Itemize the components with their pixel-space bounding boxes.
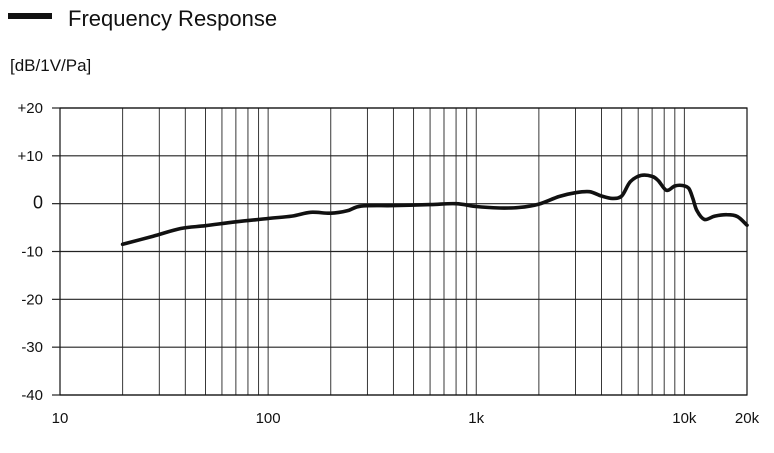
x-axis-ticks: 10 100 1k 10k 20k <box>52 410 760 427</box>
x-tick-label: 20k <box>735 410 760 427</box>
y-tick-label: -40 <box>21 387 43 404</box>
y-tick-label: -30 <box>21 339 43 356</box>
y-tick-label: 0 <box>33 193 43 213</box>
y-tick-label: +20 <box>18 100 43 117</box>
x-tick-label: 10 <box>52 410 69 427</box>
legend-swatch <box>8 13 52 19</box>
y-tick-label: -10 <box>21 244 43 261</box>
y-axis-unit-label: [dB/1V/Pa] <box>10 56 92 75</box>
grid-horizontal-lines <box>60 107 747 396</box>
legend-label: Frequency Response <box>68 6 278 31</box>
y-tick-label: -20 <box>21 291 43 308</box>
series-line-frequency-response <box>120 173 749 247</box>
x-tick-label: 1k <box>468 410 484 427</box>
x-tick-label: 10k <box>672 410 697 427</box>
x-tick-label: 100 <box>256 410 281 427</box>
y-tick-label: +10 <box>18 148 43 165</box>
y-axis-ticks: +20 +10 0 -10 -20 -30 -40 <box>18 100 60 404</box>
